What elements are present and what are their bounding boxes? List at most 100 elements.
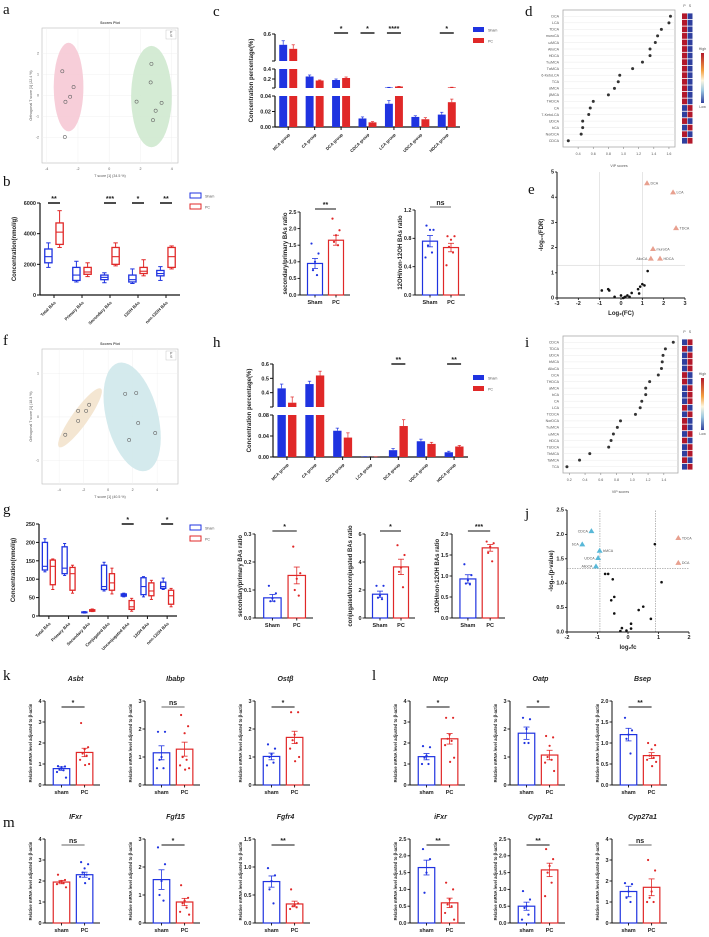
- x-tick-label: 0: [626, 635, 629, 641]
- vip-point: [644, 386, 648, 390]
- legend-label: Sham: [488, 377, 497, 381]
- data-point: [156, 846, 160, 849]
- data-point: [181, 755, 184, 759]
- data-point: [452, 888, 455, 891]
- data-point: [401, 586, 405, 589]
- heatmap-cell: [687, 339, 693, 346]
- volcano-point: [603, 572, 607, 576]
- data-point: [448, 898, 451, 901]
- heatmap-cell: [687, 85, 693, 92]
- x-group-label: PC: [291, 928, 299, 934]
- score-point: [148, 80, 153, 85]
- y-tick-label: 0.08: [258, 413, 269, 419]
- data-point: [397, 570, 401, 573]
- heatmap-cell: [687, 52, 693, 59]
- volcano-point: [638, 285, 642, 288]
- x-group-label: Sham: [373, 623, 388, 629]
- data-point: [62, 882, 65, 885]
- heatmap-cell: [682, 111, 687, 118]
- y-axis-label: Orthogonal T score [1] (18.3 %): [29, 391, 33, 441]
- legend-swatch-sham: [189, 524, 202, 531]
- highlighted-metabolite-marker: [644, 180, 651, 186]
- heatmap-cell: [687, 463, 693, 470]
- data-point: [272, 761, 275, 764]
- x-group-label: PC: [397, 623, 405, 629]
- vip-point: [648, 54, 652, 58]
- panel-label-m: m: [3, 815, 15, 831]
- data-point: [550, 881, 553, 884]
- data-point: [188, 913, 191, 916]
- metabolite-label: TDCA: [680, 226, 690, 230]
- x-tick-label: -2: [565, 635, 570, 641]
- data-point: [448, 733, 451, 736]
- score-point: [76, 418, 81, 423]
- x-tick-label: -3: [555, 301, 560, 307]
- heatmap-cell: [682, 404, 687, 411]
- legend-swatch-sham: [473, 27, 484, 32]
- x-tick-label: 0.8: [606, 152, 611, 156]
- y-tick-label: 100: [26, 577, 35, 583]
- score-point: [127, 438, 132, 442]
- heatmap-cell: [682, 39, 687, 46]
- data-point: [553, 769, 556, 773]
- x-group-label: sham: [519, 790, 533, 796]
- box-sham: [44, 248, 53, 264]
- box-pc: [167, 246, 176, 269]
- y-tick-label: 0.0: [289, 293, 297, 299]
- data-point: [546, 755, 549, 759]
- vip-point: [640, 60, 644, 64]
- gene-title: Fgf15: [166, 814, 185, 821]
- data-point: [651, 765, 654, 768]
- significance-label: *: [172, 838, 175, 845]
- data-point: [317, 252, 320, 255]
- data-point: [652, 900, 655, 904]
- bar-sham: [388, 450, 398, 457]
- bar-sham: [279, 44, 288, 61]
- bar-sham: [305, 415, 314, 457]
- compound-label: LCA: [552, 406, 560, 410]
- y-tick-label: 1.5: [601, 720, 609, 726]
- bar-pc: [447, 102, 456, 127]
- compound-label: muroCA: [546, 34, 560, 38]
- bar-pc: [327, 239, 345, 296]
- x-tick-label: -1: [595, 635, 600, 641]
- compound-label: TCA: [552, 80, 560, 84]
- y-tick-label: 0: [138, 783, 141, 789]
- highlighted-metabolite-marker: [673, 225, 680, 231]
- data-point: [83, 748, 86, 751]
- data-point: [489, 545, 492, 548]
- vip-point: [615, 425, 619, 429]
- data-point: [546, 871, 549, 874]
- metabolite-label: DCA: [651, 182, 659, 186]
- y-tick-label: 0.04: [260, 94, 272, 100]
- data-point: [432, 228, 435, 231]
- volcano-point: [606, 572, 610, 576]
- chart-f: -4 -2 0 2 4 -1 0 1 PS Scores Plot T score [1] (40.…: [29, 342, 179, 499]
- significance-label: *: [340, 26, 343, 33]
- significance-label: **: [451, 357, 457, 364]
- heatmap-cell: [687, 411, 693, 418]
- data-point: [80, 861, 83, 864]
- significance-label: **: [163, 196, 169, 203]
- data-point: [64, 776, 68, 779]
- y-tick-label: 2: [37, 51, 39, 55]
- x-category-label: Primary BAs: [63, 300, 85, 322]
- box-pc: [55, 222, 64, 246]
- y-tick-label: 1.5: [399, 870, 407, 876]
- legend-swatch-pc: [473, 38, 484, 43]
- vip-point: [644, 393, 648, 397]
- legend-label: S: [170, 34, 173, 38]
- bar-sham: [52, 881, 71, 924]
- data-point: [550, 758, 553, 761]
- heatmap-cell: [682, 78, 687, 85]
- data-point: [273, 874, 277, 877]
- data-point: [552, 858, 555, 861]
- significance-label: *: [437, 700, 440, 707]
- y-tick-label: 50: [29, 596, 35, 602]
- data-point: [447, 245, 451, 248]
- y-axis-label: Concentration percentage(%): [247, 369, 253, 453]
- significance-label: ns: [436, 200, 444, 207]
- vip-point: [581, 126, 585, 130]
- score-point: [71, 85, 76, 89]
